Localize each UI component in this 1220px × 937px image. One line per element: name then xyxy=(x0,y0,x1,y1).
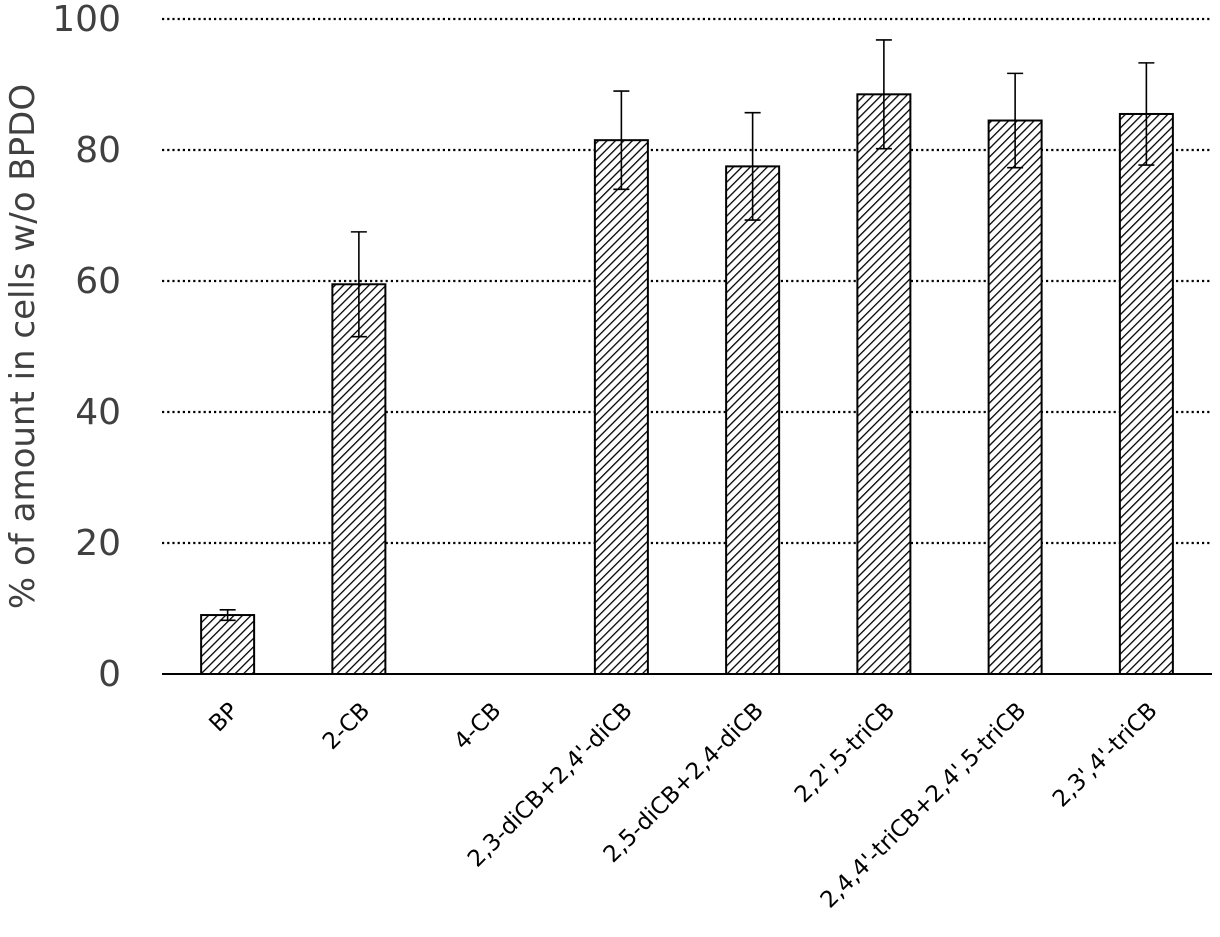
y-tick-label: 80 xyxy=(75,130,121,171)
y-tick-label: 60 xyxy=(75,261,121,302)
bar xyxy=(331,283,387,675)
y-tick-label: 40 xyxy=(75,392,121,433)
bar xyxy=(856,93,912,675)
y-tick-label: 20 xyxy=(75,523,121,564)
y-tick-label: 100 xyxy=(52,0,121,40)
bar xyxy=(987,119,1043,675)
bars xyxy=(200,93,1174,676)
x-tick-label: 4-CB xyxy=(449,698,506,755)
x-tick-label: BP xyxy=(205,698,244,737)
bar xyxy=(725,165,781,675)
y-tick-label: 0 xyxy=(98,654,121,695)
x-tick-label: 2,2',5-triCB xyxy=(790,698,900,808)
bar xyxy=(593,139,649,676)
y-axis-label: % of amount in cells w/o BPDO xyxy=(3,84,43,609)
x-tick-label: 2-CB xyxy=(318,698,375,755)
y-tick-labels: 0 20 40 60 80 100 xyxy=(52,0,121,695)
bar xyxy=(1118,112,1174,676)
gridlines xyxy=(162,17,1212,545)
x-tick-labels: BP 2-CB 4-CB2,3-diCB+2,4'-diCB2,5-diCB+2,4… xyxy=(205,698,1163,914)
bar xyxy=(200,614,256,675)
error-bars xyxy=(219,39,1155,622)
x-tick-label: 2,3',4'-triCB xyxy=(1048,698,1163,813)
